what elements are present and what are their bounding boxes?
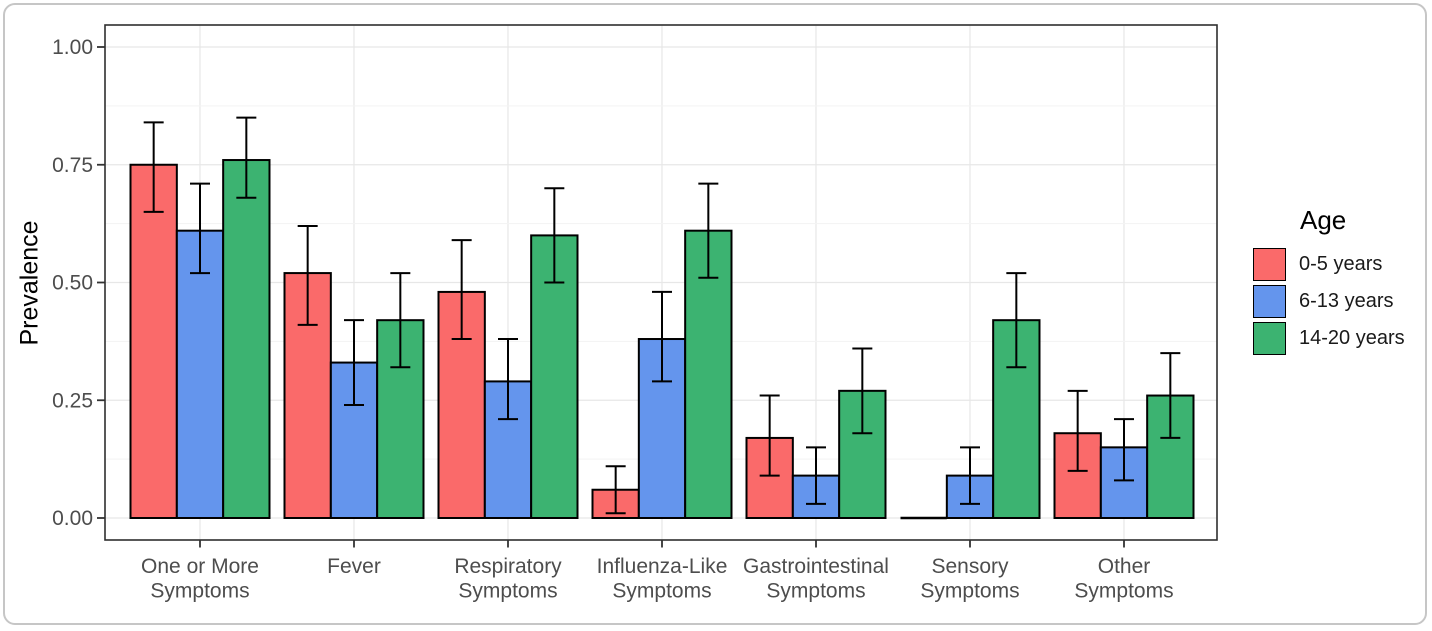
x-tick-label: One or More	[141, 555, 259, 578]
legend: Age 0-5 years 6-13 years 14-20 years	[1253, 205, 1405, 359]
x-tick-label: Respiratory	[454, 555, 562, 578]
legend-item: 6-13 years	[1253, 285, 1405, 318]
x-tick-label: Symptoms	[612, 580, 711, 603]
x-tick-label: Symptoms	[1074, 580, 1173, 603]
x-tick-label: Symptoms	[766, 580, 865, 603]
y-tick-label: 0.00	[52, 507, 93, 530]
x-tick-label: Sensory	[931, 555, 1009, 578]
y-tick-label: 1.00	[52, 36, 93, 59]
legend-title: Age	[1300, 205, 1347, 235]
legend-swatch	[1253, 322, 1286, 355]
legend-swatch	[1253, 248, 1286, 281]
legend-swatch	[1253, 285, 1286, 318]
y-axis-title: Prevalence	[15, 220, 44, 346]
y-tick-label: 0.75	[52, 154, 93, 177]
x-tick-label: Symptoms	[150, 580, 249, 603]
legend-items: 0-5 years 6-13 years 14-20 years	[1253, 248, 1405, 355]
x-tick-label: Symptoms	[458, 580, 557, 603]
bar	[437, 290, 486, 520]
x-tick-label: Symptoms	[920, 580, 1019, 603]
legend-item-label: 0-5 years	[1299, 253, 1383, 275]
bar	[222, 159, 271, 519]
x-tick-label: Gastrointestinal	[743, 555, 889, 578]
legend-item-label: 14-20 years	[1299, 327, 1405, 349]
legend-item: 0-5 years	[1253, 248, 1405, 281]
x-tick-label: Other	[1098, 555, 1151, 578]
y-tick-label: 0.25	[52, 389, 93, 412]
y-tick-label: 0.50	[52, 272, 93, 295]
legend-item: 14-20 years	[1253, 322, 1405, 355]
legend-item-label: 6-13 years	[1299, 290, 1394, 312]
bar	[129, 163, 178, 519]
x-tick-label: Influenza-Like	[597, 555, 728, 578]
panel-border	[104, 24, 1218, 541]
x-tick-label: Fever	[327, 555, 381, 578]
